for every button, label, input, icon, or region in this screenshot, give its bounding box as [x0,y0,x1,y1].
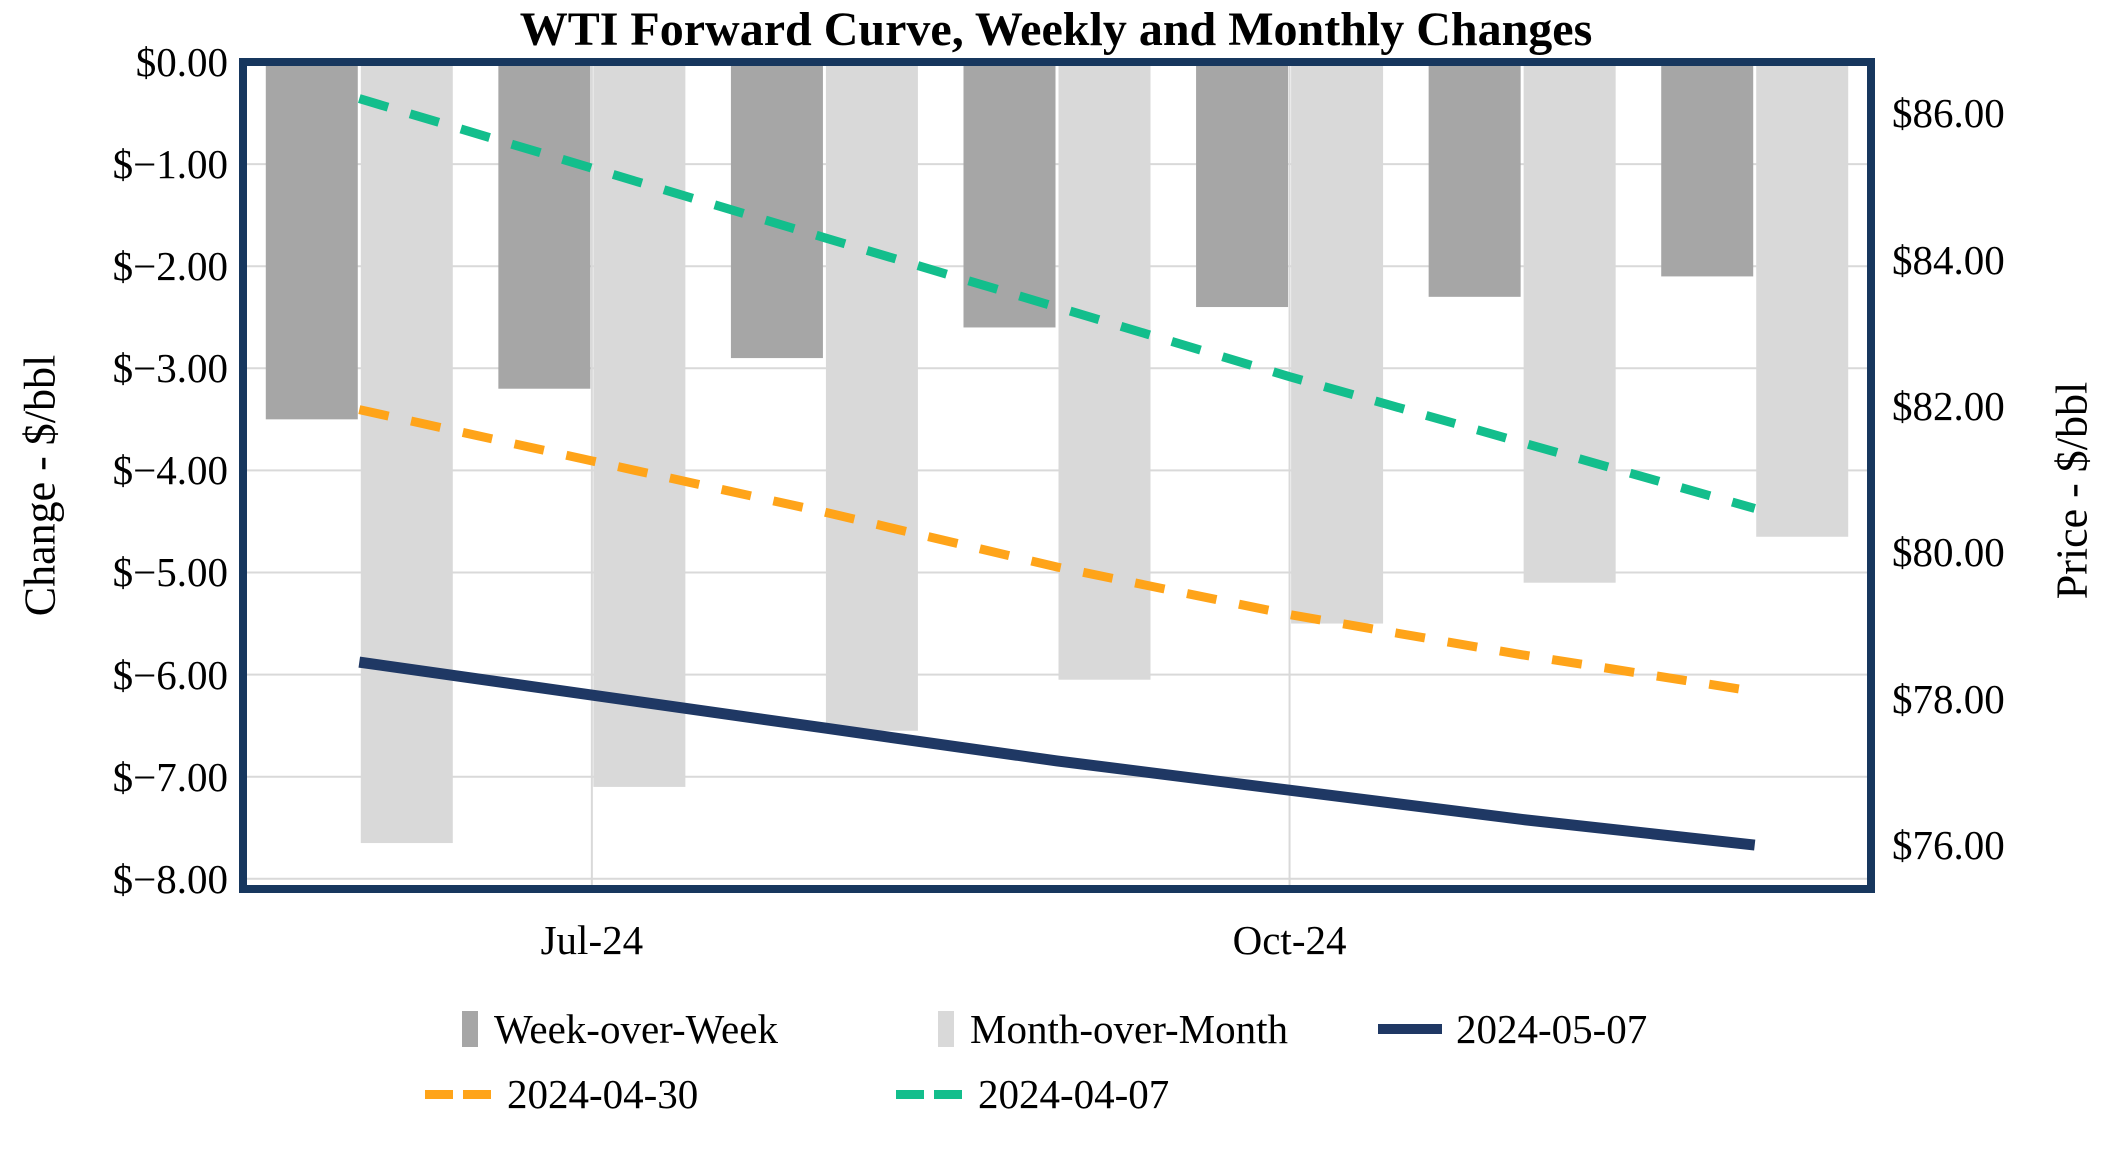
bar-Week-over-Week [730,62,823,359]
bar-Month-over-Month [825,62,918,731]
bar-Week-over-Week [1661,62,1754,277]
legend-item-2024-04-30: 2024-04-30 [425,1070,698,1118]
legend-label: 2024-04-07 [978,1071,1170,1117]
left-tick-label: $−2.00 [112,243,228,290]
line-2024-05-07 [358,656,1756,851]
bar-Month-over-Month [1291,62,1384,624]
bar-Week-over-Week [1196,62,1289,308]
legend-label: 2024-04-30 [507,1071,699,1117]
bar-Month-over-Month [360,62,453,844]
bar-Month-over-Month [593,62,686,787]
bar-Week-over-Week [498,62,591,389]
bar-Week-over-Week [265,62,358,420]
right-tick-label: $82.00 [1892,382,2005,429]
left-tick-label: $−6.00 [112,651,228,698]
x-tick-label: Oct-24 [1232,917,1347,963]
legend-label: Week-over-Week [494,1006,778,1052]
legend-item-2024-04-07: 2024-04-07 [896,1070,1169,1118]
dashed-line-icon [425,1089,491,1099]
left-tick-label: $−7.00 [112,753,228,800]
left-tick-label: $−4.00 [112,447,228,494]
legend-item-month-over-month: Month-over-Month [938,1005,1288,1053]
plot-border [239,58,1875,893]
left-tick-label: $0.00 [135,39,228,85]
legend-item-2024-05-07: 2024-05-07 [1378,1005,1647,1053]
legend-label: 2024-05-07 [1456,1006,1648,1052]
left-tick-label: $−8.00 [112,855,228,902]
right-tick-label: $78.00 [1892,675,2005,722]
left-tick-label: $−3.00 [112,345,228,392]
legend-label: Month-over-Month [970,1006,1289,1052]
line-2024-04-30 [358,405,1756,696]
bar-Week-over-Week [1428,62,1521,297]
x-tick-label: Jul-24 [540,917,644,963]
bar-swatch-icon [462,1011,478,1047]
left-tick-label: $−1.00 [112,141,228,188]
left-tick-label: $−5.00 [112,549,228,596]
dashed-line-icon [896,1089,962,1099]
solid-line-icon [1378,1024,1442,1034]
bar-Month-over-Month [1756,62,1849,537]
right-tick-label: $76.00 [1892,822,2005,869]
chart-title: WTI Forward Curve, Weekly and Monthly Ch… [519,3,1593,56]
right-tick-label: $84.00 [1892,236,2005,283]
right-tick-label: $86.00 [1892,90,2005,137]
bar-Month-over-Month [1523,62,1616,583]
legend-item-week-over-week: Week-over-Week [462,1005,778,1053]
bar-swatch-icon [938,1011,954,1047]
right-tick-label: $80.00 [1892,529,2005,576]
